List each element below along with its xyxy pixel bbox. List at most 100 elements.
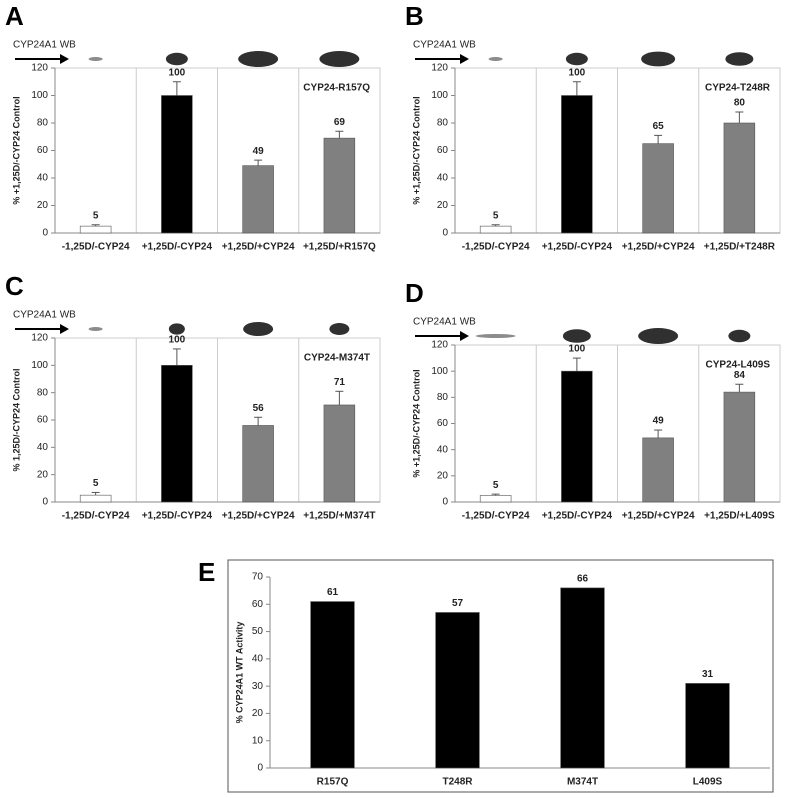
bar	[561, 370, 593, 503]
annotation: CYP24-R157Q	[303, 83, 370, 94]
error-bar	[491, 493, 500, 496]
y-axis-label: % 1,25D/-CYP24 Control	[11, 368, 21, 471]
value-label: 65	[653, 121, 665, 132]
error-bar	[572, 81, 581, 96]
y-tick-label: 100	[31, 90, 48, 101]
y-axis-label: % +1,25D/-CYP24 Control	[411, 96, 421, 204]
bar	[79, 494, 112, 503]
x-tick-label: +1,25D/-CYP24	[142, 242, 213, 253]
bar	[723, 122, 756, 234]
y-tick-label: 0	[442, 497, 448, 508]
y-tick-label: 120	[431, 340, 448, 351]
bar	[323, 137, 356, 234]
value-label: 71	[334, 377, 346, 388]
x-tick-label: +1,25D/+CYP24	[222, 511, 295, 522]
bar	[479, 495, 512, 503]
error-bar	[735, 383, 744, 393]
error-bar	[91, 491, 100, 496]
x-tick-label: L409S	[693, 777, 723, 788]
y-tick-label: 100	[431, 90, 448, 101]
error-bar	[254, 416, 263, 426]
x-tick-label: +1,25D/+R157Q	[303, 242, 376, 253]
x-tick-label: R157Q	[317, 777, 349, 788]
y-tick-label: 40	[252, 653, 264, 664]
error-bar	[91, 224, 100, 227]
bar	[685, 683, 730, 769]
value-label: 84	[734, 370, 746, 381]
y-tick-label: 40	[437, 173, 449, 184]
blot-band	[562, 329, 591, 343]
error-bar	[491, 224, 500, 227]
arrow-head	[60, 54, 69, 64]
error-bar	[254, 159, 263, 166]
y-tick-label: 40	[437, 444, 449, 455]
x-tick-label: -1,25D/-CYP24	[462, 242, 530, 253]
blot-band	[329, 323, 350, 335]
y-tick-label: 80	[437, 118, 449, 129]
value-label: 31	[702, 669, 714, 680]
blot-label: CYP24A1 WB	[413, 40, 476, 51]
panel: E 0 10 20 30 40 50 60 70 % CYP24A1 WT Activity 61 R…	[198, 557, 774, 793]
blot-band	[88, 57, 103, 61]
y-tick-label: 10	[252, 735, 264, 746]
x-tick-label: T248R	[442, 777, 473, 788]
panel: A CYP24A1 WB CYP24-R157Q 0 20 40 60 80 100 120 % +…	[5, 1, 381, 253]
value-label: 49	[653, 416, 665, 427]
bar	[435, 612, 480, 769]
annotation: CYP24-T248R	[705, 83, 771, 94]
blot-band	[641, 51, 676, 67]
blot-band	[488, 57, 503, 61]
y-tick-label: 20	[437, 470, 449, 481]
y-axis-label: % +1,25D/-CYP24 Control	[11, 96, 21, 204]
bar	[560, 587, 605, 769]
panel-letter: C	[5, 271, 24, 301]
bar	[323, 404, 356, 503]
blot-band	[88, 327, 103, 331]
x-tick-label: +1,25D/+CYP24	[222, 242, 295, 253]
blot-band	[168, 323, 185, 335]
blot-band	[728, 329, 751, 343]
blot-band	[319, 51, 360, 67]
error-bar	[735, 111, 744, 123]
blot-label: CYP24A1 WB	[13, 40, 76, 51]
y-tick-label: 60	[37, 415, 49, 426]
y-tick-label: 20	[252, 708, 264, 719]
bar	[642, 437, 674, 503]
bar	[723, 391, 756, 503]
bar	[242, 425, 274, 503]
bar	[161, 95, 193, 234]
y-tick-label: 60	[437, 145, 449, 156]
arrow-head	[460, 54, 469, 64]
blot-label: CYP24A1 WB	[13, 310, 76, 321]
value-label: 66	[577, 574, 589, 585]
y-tick-label: 120	[31, 333, 48, 344]
value-label: 100	[569, 344, 586, 355]
y-tick-label: 80	[37, 387, 49, 398]
x-tick-label: +1,25D/-CYP24	[542, 242, 613, 253]
value-label: 61	[327, 587, 339, 598]
error-bar	[654, 429, 663, 438]
y-tick-label: 0	[257, 763, 263, 774]
y-tick-label: 120	[431, 63, 448, 74]
y-tick-label: 0	[442, 228, 448, 239]
y-tick-label: 20	[37, 469, 49, 480]
annotation: CYP24-L409S	[706, 360, 771, 371]
bar	[79, 225, 112, 234]
value-label: 100	[569, 67, 586, 78]
error-bar	[335, 130, 344, 139]
bar	[310, 601, 355, 769]
error-bar	[572, 357, 581, 372]
y-tick-label: 60	[437, 418, 449, 429]
value-label: 5	[93, 210, 99, 221]
y-tick-label: 20	[437, 200, 449, 211]
x-tick-label: +1,25D/+L409S	[704, 511, 775, 522]
y-axis-label: % CYP24A1 WT Activity	[234, 622, 244, 724]
panel-frame	[227, 559, 774, 793]
error-bar	[172, 348, 181, 366]
annotation: CYP24-M374T	[304, 353, 370, 364]
y-tick-label: 20	[37, 200, 49, 211]
blot-band	[725, 52, 754, 66]
y-tick-label: 70	[252, 572, 264, 583]
x-tick-label: +1,25D/+CYP24	[622, 511, 695, 522]
y-axis-label: % +1,25D/-CYP24 Control	[411, 369, 421, 477]
